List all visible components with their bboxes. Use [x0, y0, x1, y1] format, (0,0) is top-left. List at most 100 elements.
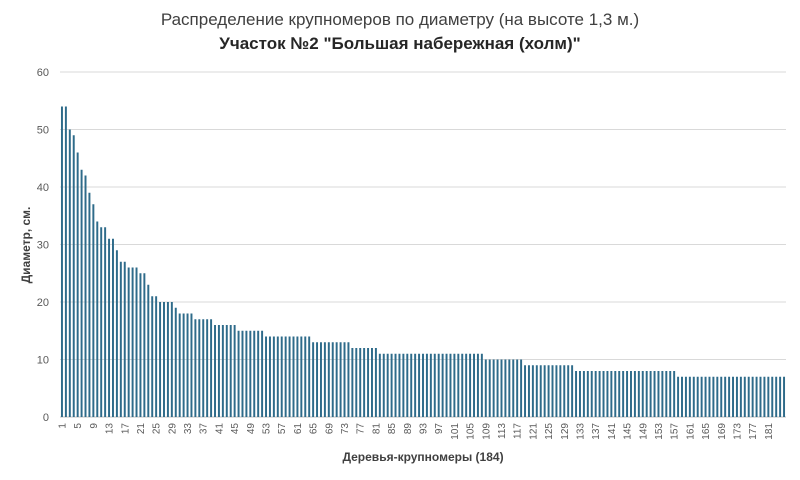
bar	[312, 342, 315, 417]
y-tick-label: 0	[43, 412, 49, 424]
x-tick-label: 1	[57, 423, 68, 429]
bar	[241, 330, 244, 417]
bar	[720, 376, 723, 417]
x-tick-label: 61	[293, 423, 304, 435]
bar	[728, 376, 731, 417]
bar	[190, 313, 193, 417]
bar	[645, 371, 648, 417]
bar	[692, 376, 695, 417]
bar	[335, 342, 338, 417]
bar	[684, 376, 687, 417]
bar	[516, 359, 519, 417]
bar	[465, 353, 468, 417]
bar	[151, 296, 154, 417]
bar	[72, 135, 75, 417]
bar	[139, 273, 142, 417]
bar	[747, 376, 750, 417]
bar	[480, 353, 483, 417]
x-tick-label: 5	[73, 423, 84, 429]
bar	[300, 336, 303, 417]
y-tick-label: 60	[37, 67, 49, 79]
bar	[735, 376, 738, 417]
bar	[582, 371, 585, 417]
bar	[292, 336, 295, 417]
x-tick-label: 21	[136, 423, 147, 435]
bar	[732, 376, 734, 417]
bar	[724, 376, 727, 417]
x-tick-label: 129	[560, 423, 571, 440]
bar	[433, 353, 436, 417]
x-tick-label: 57	[277, 423, 288, 435]
bar	[288, 336, 291, 417]
bar	[763, 376, 766, 417]
bar	[751, 376, 754, 417]
bar	[214, 325, 216, 417]
bar	[390, 353, 393, 417]
bar	[76, 152, 79, 417]
bar	[80, 169, 83, 417]
x-tick-label: 77	[356, 423, 367, 435]
bar	[304, 336, 307, 417]
bar	[206, 319, 209, 417]
bar	[457, 353, 460, 417]
bar	[618, 371, 621, 417]
bar	[476, 353, 479, 417]
chart-subtitle: Участок №2 "Большая набережная (холм)"	[219, 34, 581, 53]
bar	[524, 365, 527, 417]
x-tick-label: 121	[528, 423, 539, 440]
bar	[469, 353, 472, 417]
bar	[449, 353, 452, 417]
bar	[755, 376, 758, 417]
x-tick-label: 141	[607, 423, 618, 440]
x-tick-label: 117	[513, 423, 524, 439]
bar	[414, 353, 417, 417]
x-tick-label: 113	[497, 423, 508, 439]
bar	[100, 227, 103, 417]
bar	[555, 365, 558, 417]
bar	[535, 365, 538, 417]
x-tick-label: 13	[105, 423, 116, 435]
bar	[127, 267, 130, 417]
bar	[178, 313, 181, 417]
bar	[119, 261, 122, 417]
x-tick-label: 145	[623, 423, 634, 440]
bar	[186, 313, 189, 417]
bar	[115, 250, 118, 417]
bar	[520, 359, 523, 417]
bar	[575, 371, 578, 417]
bar	[327, 342, 330, 417]
bar	[461, 353, 464, 417]
bar	[779, 376, 782, 417]
bar	[217, 325, 220, 417]
bar	[496, 359, 499, 417]
bar	[123, 261, 126, 417]
bar	[194, 319, 197, 417]
bar	[657, 371, 660, 417]
bar	[202, 319, 205, 417]
bar	[237, 330, 240, 417]
bar	[441, 353, 444, 417]
x-tick-label: 169	[717, 423, 728, 440]
bar	[174, 307, 177, 417]
bar	[253, 330, 256, 417]
bar	[410, 353, 413, 417]
bar	[343, 342, 346, 417]
x-tick-label: 157	[670, 423, 681, 440]
x-tick-label: 101	[450, 423, 461, 440]
bar	[614, 371, 617, 417]
bar	[131, 267, 134, 417]
x-tick-label: 173	[732, 423, 743, 440]
bar	[316, 342, 319, 417]
bar	[653, 371, 656, 417]
x-tick-label: 41	[214, 423, 225, 435]
bar	[681, 376, 683, 417]
x-tick-label: 109	[481, 423, 492, 440]
bar	[163, 302, 165, 417]
bar	[688, 376, 691, 417]
x-tick-label: 89	[403, 423, 414, 435]
x-tick-label: 17	[120, 423, 131, 435]
bar	[586, 371, 589, 417]
bar	[500, 359, 503, 417]
bar	[425, 353, 428, 417]
